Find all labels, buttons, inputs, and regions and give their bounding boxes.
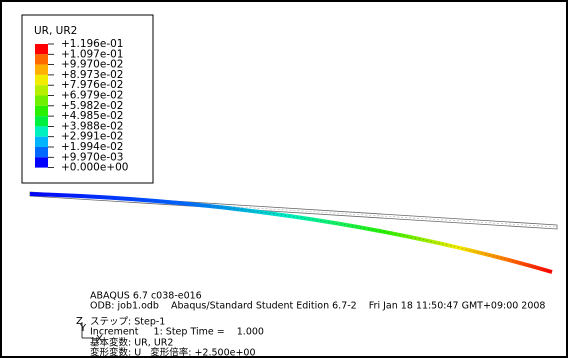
legend-swatch: [35, 96, 48, 106]
page: UR, UR2 +1.196e-01+1.097e-01+9.970e-02+8…: [0, 0, 568, 358]
legend-swatch: [35, 54, 48, 64]
legend-title: UR, UR2: [34, 25, 77, 37]
legend-swatch: [35, 65, 48, 75]
legend-label: +0.000e+00: [61, 162, 128, 174]
legend-swatch: [35, 106, 48, 116]
info-line: ODB: job1.odb Abaqus/Standard Student Ed…: [90, 301, 545, 312]
legend-swatch: [35, 85, 48, 95]
info-line: 変形変数: U 変形倍率: +2.500e+00: [90, 347, 256, 358]
legend-swatch: [35, 147, 48, 157]
legend-swatch: [35, 116, 48, 126]
viewport: UR, UR2 +1.196e-01+1.097e-01+9.970e-02+8…: [0, 0, 568, 358]
legend-swatch: [35, 44, 48, 54]
legend-swatch: [35, 157, 48, 167]
legend-swatch: [35, 126, 48, 136]
legend-swatch: [35, 75, 48, 85]
triad-x: X: [96, 334, 103, 345]
legend-swatch: [35, 137, 48, 147]
info-line: Increment 1: Step Time = 1.000: [90, 327, 264, 338]
triad-y: Y: [79, 323, 87, 334]
